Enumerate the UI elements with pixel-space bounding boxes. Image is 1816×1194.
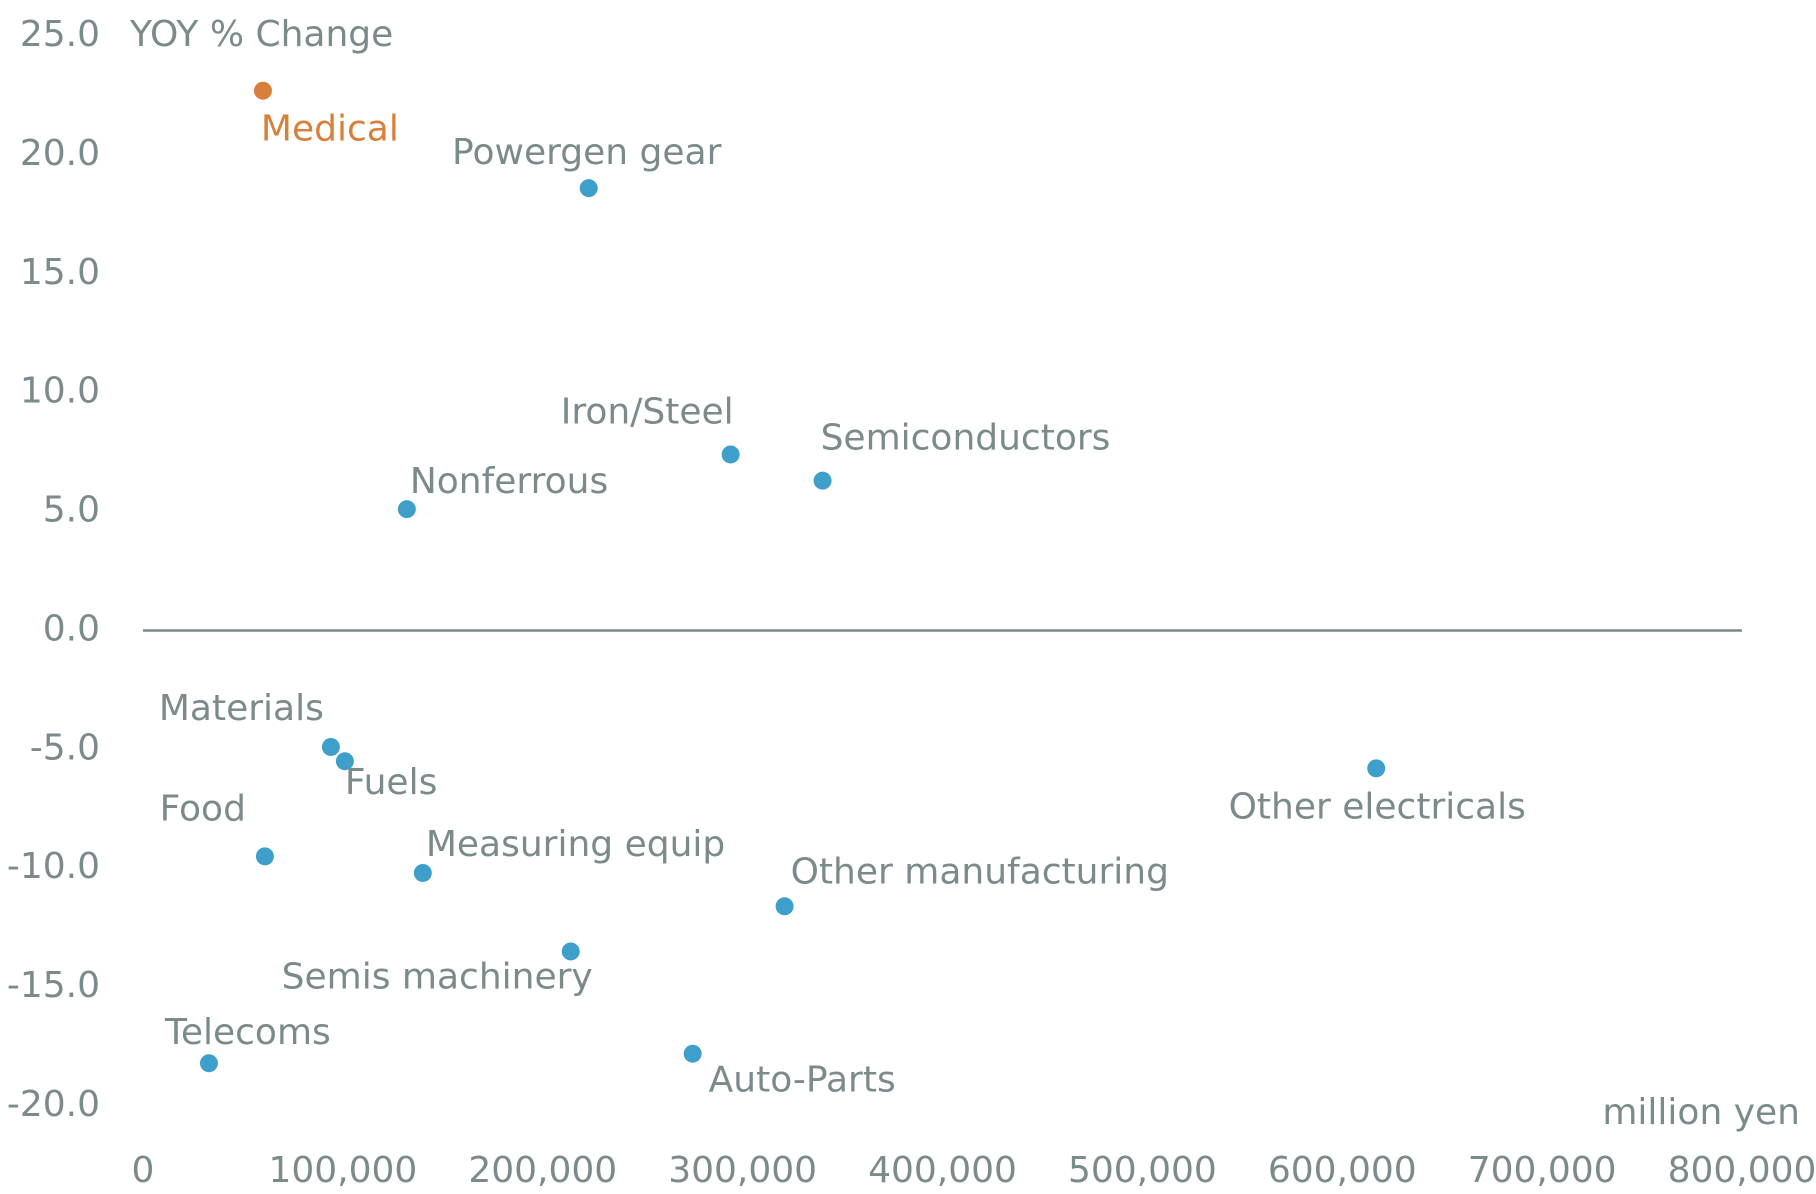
point [199,1054,218,1073]
point [813,471,832,490]
y-tick-label: 5.0 [43,490,100,531]
x-tick-label: 600,000 [1268,1150,1417,1191]
y-tick-label: -15.0 [7,965,100,1006]
point-label: Medical [261,109,399,150]
x-tick-label: 400,000 [868,1150,1017,1191]
y-tick-label: 10.0 [20,371,100,412]
y-axis-label: YOY % Change [129,14,393,55]
y-tick-label: 25.0 [20,14,100,55]
point-label: Fuels [345,762,437,803]
point-label: Semiconductors [821,418,1111,459]
point-label: Nonferrous [410,461,608,502]
x-tick-label: 800,000 [1668,1150,1816,1191]
y-tick-label: 0.0 [43,608,100,649]
point [683,1044,702,1063]
point-label: Powergen gear [452,132,722,173]
point [775,897,794,916]
x-tick-label: 200,000 [468,1150,617,1191]
point [335,752,354,771]
y-tick-label: 20.0 [20,133,100,174]
point [1367,759,1386,778]
point [397,500,416,519]
y-tick-label: -20.0 [7,1084,100,1125]
point-label: Other manufacturing [791,851,1169,892]
point-label: Materials [159,688,324,729]
x-tick-label: 300,000 [668,1150,817,1191]
y-tick-label: 15.0 [20,252,100,293]
point-label: Semis machinery [282,956,593,997]
x-tick-label: 500,000 [1068,1150,1217,1191]
point [721,445,740,464]
point-label: Iron/Steel [561,391,734,432]
point-label: Telecoms [164,1012,331,1053]
point-label: Auto-Parts [709,1060,896,1101]
point [561,942,580,961]
x-axis-label: million yen [1602,1092,1800,1133]
point [253,81,272,100]
point-label: Food [160,788,246,829]
x-tick-label: 0 [132,1150,155,1191]
point [255,847,274,866]
y-tick-label: -10.0 [7,846,100,887]
point [321,737,340,756]
point [579,179,598,198]
x-tick-label: 700,000 [1468,1150,1617,1191]
point [413,863,432,882]
y-tick-label: -5.0 [30,727,100,768]
point-label: Other electricals [1229,786,1526,827]
point-label: Measuring equip [426,824,725,865]
x-tick-label: 100,000 [268,1150,417,1191]
